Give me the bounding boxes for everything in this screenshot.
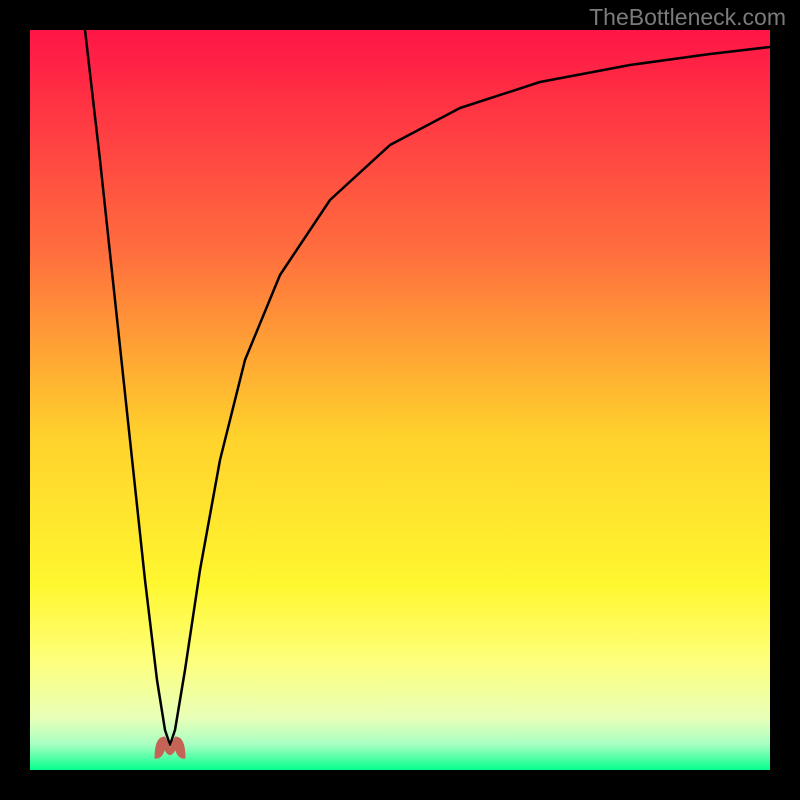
watermark-text: TheBottleneck.com <box>589 4 786 31</box>
bottleneck-curve <box>30 30 770 770</box>
minimum-marker <box>155 737 185 758</box>
chart-frame: TheBottleneck.com <box>0 0 800 800</box>
